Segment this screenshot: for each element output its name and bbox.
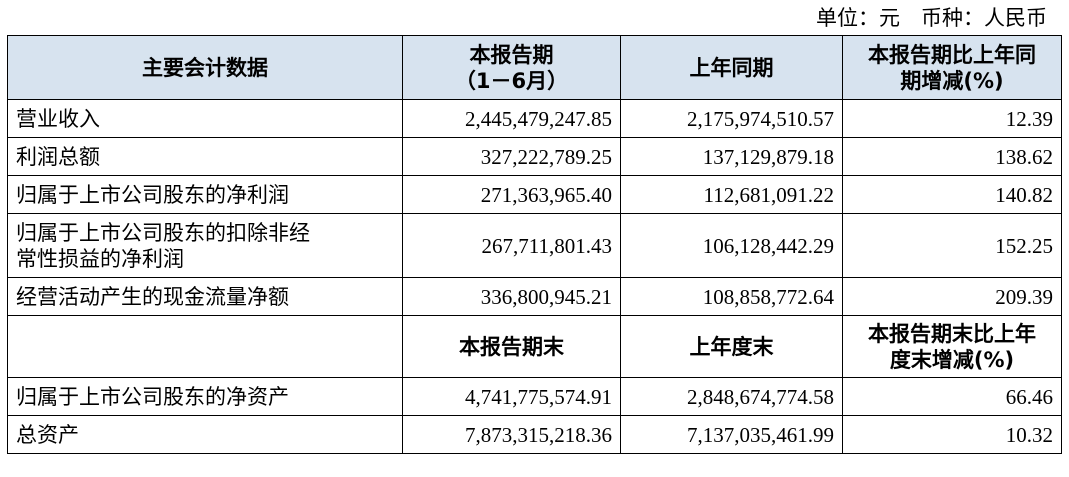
current-value: 4,741,775,574.91	[402, 377, 621, 416]
change-value: 66.46	[842, 377, 1062, 416]
current-value: 7,873,315,218.36	[402, 415, 621, 454]
subheader-prior-year-end: 上年度末	[620, 315, 843, 378]
row-label: 归属于上市公司股东的净利润	[7, 175, 403, 214]
prior-value: 112,681,091.22	[620, 175, 843, 214]
row-label: 总资产	[7, 415, 403, 454]
current-value: 336,800,945.21	[402, 277, 621, 316]
table-row: 归属于上市公司股东的净资产 4,741,775,574.91 2,848,674…	[7, 377, 1062, 416]
table-subheader-row: 本报告期末 上年度末 本报告期末比上年 度末增减(%)	[7, 315, 1062, 378]
header-metric: 主要会计数据	[7, 35, 403, 100]
table-header-row: 主要会计数据 本报告期 （1－6月） 上年同期 本报告期比上年同 期增减(%)	[7, 35, 1062, 100]
change-value: 10.32	[842, 415, 1062, 454]
subheader-change-line1: 本报告期末比上年	[868, 321, 1036, 346]
row-label: 经营活动产生的现金流量净额	[7, 277, 403, 316]
subheader-period-end: 本报告期末	[402, 315, 621, 378]
row-label-line2: 常性损益的净利润	[16, 246, 184, 271]
prior-value: 108,858,772.64	[620, 277, 843, 316]
row-label: 归属于上市公司股东的扣除非经 常性损益的净利润	[7, 213, 403, 278]
change-value: 209.39	[842, 277, 1062, 316]
table-row: 归属于上市公司股东的扣除非经 常性损益的净利润 267,711,801.43 1…	[7, 213, 1062, 278]
header-change-percent: 本报告期比上年同 期增减(%)	[842, 35, 1062, 100]
header-change-line1: 本报告期比上年同	[868, 42, 1036, 67]
row-label: 营业收入	[7, 99, 403, 138]
key-accounting-data-table: 主要会计数据 本报告期 （1－6月） 上年同期 本报告期比上年同 期增减(%) …	[7, 35, 1062, 454]
change-value: 138.62	[842, 137, 1062, 176]
row-label-line1: 归属于上市公司股东的扣除非经	[16, 220, 310, 245]
header-current-period: 本报告期 （1－6月）	[402, 35, 621, 100]
currency-unit-note: 单位：元 币种：人民币	[816, 6, 1047, 30]
prior-value: 106,128,442.29	[620, 213, 843, 278]
current-value: 2,445,479,247.85	[402, 99, 621, 138]
prior-value: 7,137,035,461.99	[620, 415, 843, 454]
header-change-line2: 期增减(%)	[900, 68, 1004, 93]
current-value: 267,711,801.43	[402, 213, 621, 278]
table-row: 总资产 7,873,315,218.36 7,137,035,461.99 10…	[7, 415, 1062, 454]
row-label: 归属于上市公司股东的净资产	[7, 377, 403, 416]
subheader-change-percent: 本报告期末比上年 度末增减(%)	[842, 315, 1062, 378]
table-row: 营业收入 2,445,479,247.85 2,175,974,510.57 1…	[7, 99, 1062, 138]
header-prior-period: 上年同期	[620, 35, 843, 100]
change-value: 140.82	[842, 175, 1062, 214]
subheader-change-line2: 度末增减(%)	[889, 347, 1015, 372]
prior-value: 2,175,974,510.57	[620, 99, 843, 138]
subheader-empty-cell	[7, 315, 403, 378]
prior-value: 2,848,674,774.58	[620, 377, 843, 416]
prior-value: 137,129,879.18	[620, 137, 843, 176]
current-value: 327,222,789.25	[402, 137, 621, 176]
current-value: 271,363,965.40	[402, 175, 621, 214]
change-value: 12.39	[842, 99, 1062, 138]
header-current-period-line1: 本报告期	[469, 42, 554, 67]
table-row: 利润总额 327,222,789.25 137,129,879.18 138.6…	[7, 137, 1062, 176]
table-row: 归属于上市公司股东的净利润 271,363,965.40 112,681,091…	[7, 175, 1062, 214]
change-value: 152.25	[842, 213, 1062, 278]
row-label: 利润总额	[7, 137, 403, 176]
header-current-period-line2: （1－6月）	[454, 68, 569, 93]
table-row: 经营活动产生的现金流量净额 336,800,945.21 108,858,772…	[7, 277, 1062, 316]
